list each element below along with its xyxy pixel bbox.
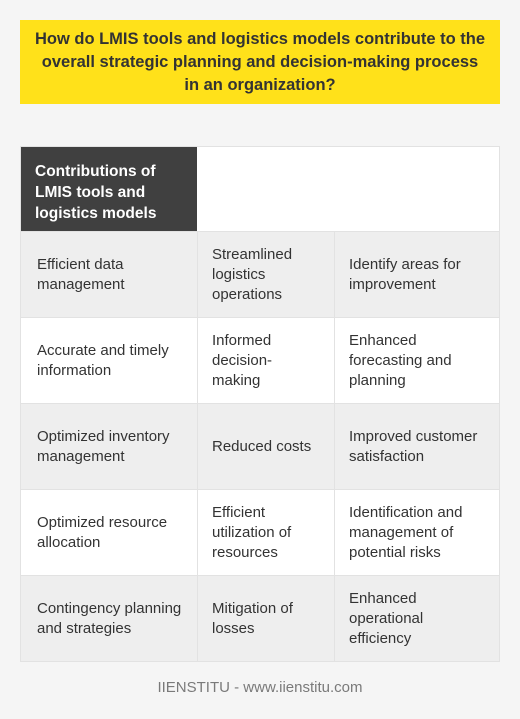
table-cell: Optimized resource allocation: [37, 513, 168, 551]
table-cell: Enhanced forecasting and planning: [334, 318, 499, 403]
table-cell: Reduced costs: [197, 404, 334, 489]
table-cell: Optimized inventory management: [37, 427, 170, 465]
table-row: Optimized resource allocation Efficient …: [21, 489, 499, 575]
table-row: Efficient data management Streamlined lo…: [21, 231, 499, 317]
table-cell: Identification and management of potenti…: [334, 490, 499, 575]
contributions-table: Contributions of LMIS tools and logistic…: [20, 146, 500, 662]
table-row: Accurate and timely information Informed…: [21, 317, 499, 403]
table-cell: Enhanced operational efficiency: [334, 576, 499, 661]
table-cell: Informed decision-making: [197, 318, 334, 403]
table-cell: Efficient data management: [37, 255, 125, 293]
table-cell: Identify areas for improvement: [334, 232, 499, 317]
table-cell: Contingency planning and strategies: [37, 599, 182, 637]
table-cell: Mitigation of losses: [197, 576, 334, 661]
table-cell: Improved customer satisfaction: [334, 404, 499, 489]
table-row: Optimized inventory management Reduced c…: [21, 403, 499, 489]
table-header-row: Contributions of LMIS tools and logistic…: [21, 147, 499, 231]
question-banner: How do LMIS tools and logistics models c…: [20, 20, 500, 104]
table-cell: Streamlined logistics operations: [197, 232, 334, 317]
table-cell: Efficient utilization of resources: [197, 490, 334, 575]
footer-credit: IIENSTITU - www.iienstitu.com: [157, 679, 363, 696]
table-row: Contingency planning and strategies Miti…: [21, 575, 499, 661]
table-cell: Accurate and timely information: [37, 341, 169, 379]
table-header: Contributions of LMIS tools and logistic…: [21, 147, 197, 231]
